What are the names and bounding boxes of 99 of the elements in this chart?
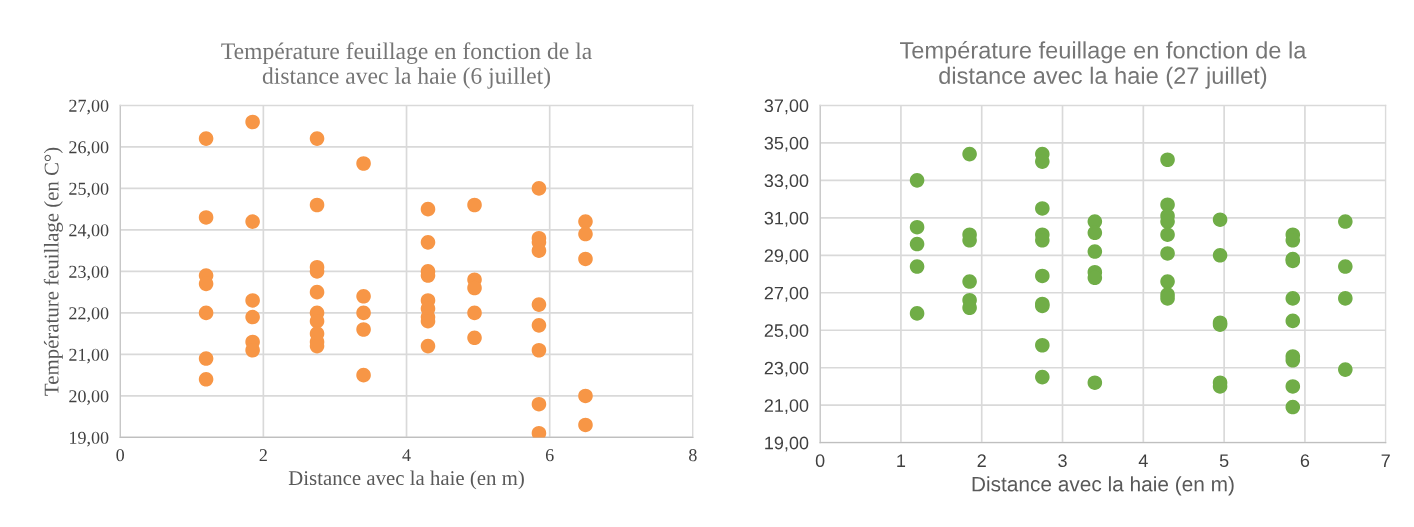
point	[531, 297, 547, 312]
point	[531, 396, 547, 412]
point	[420, 235, 436, 250]
point	[1160, 152, 1175, 168]
y-tick-label: 19,00	[70, 431, 109, 447]
x-tick-label: 2	[259, 449, 267, 462]
point	[1035, 201, 1050, 216]
point	[198, 351, 214, 366]
point	[909, 219, 925, 235]
y-axis-title: Température feuillage (en C°)	[43, 147, 63, 396]
point	[309, 284, 325, 300]
x-tick-label: 6	[545, 449, 554, 462]
point	[1285, 379, 1301, 394]
y-tick-label: 29,00	[764, 249, 809, 265]
y-tick-label: 23,00	[764, 361, 809, 377]
point	[467, 197, 482, 213]
x-tick-label: 7	[1381, 454, 1390, 467]
point	[420, 338, 436, 354]
x-tick-label: 4	[1138, 454, 1148, 467]
point	[1160, 274, 1175, 289]
x-axis-title: Distance avec la haie (en m)	[288, 470, 524, 490]
point	[531, 318, 547, 333]
x-tick-label: 8	[689, 449, 697, 462]
point	[198, 210, 214, 225]
y-tick-label: 35,00	[764, 136, 809, 152]
point	[245, 309, 260, 325]
point	[962, 274, 977, 289]
point	[198, 372, 214, 387]
point	[1338, 362, 1353, 377]
point	[909, 259, 925, 274]
point	[1285, 399, 1301, 415]
x-tick-label: 1	[897, 454, 906, 467]
point	[578, 251, 593, 267]
point	[1160, 246, 1175, 261]
point	[531, 342, 547, 358]
y-tick-label: 25,00	[764, 324, 809, 340]
x-tick-label: 4	[402, 449, 411, 462]
point	[578, 388, 593, 404]
point	[909, 306, 925, 321]
point	[245, 114, 260, 130]
y-tick-label: 31,00	[764, 211, 809, 227]
point	[309, 197, 325, 213]
point	[1087, 225, 1103, 241]
x-tick-label: 2	[977, 454, 986, 467]
y-tick-label: 37,00	[764, 99, 809, 115]
point	[531, 425, 547, 438]
y-tick-label: 24,00	[69, 224, 109, 239]
x-tick-label: 3	[1058, 454, 1067, 468]
point	[356, 289, 371, 304]
point	[309, 131, 325, 146]
point	[578, 214, 593, 229]
x-tick-label: 0	[815, 454, 825, 468]
y-tick-label: 25,00	[69, 182, 109, 198]
chart-title: Température feuillage en fonction de la distance avec la haie (6 juillet)	[221, 42, 592, 89]
point	[578, 226, 593, 242]
y-tick-label: 20,00	[69, 390, 109, 405]
x-tick-label: 5	[1219, 454, 1229, 468]
point	[356, 367, 371, 383]
y-tick-label: 21,00	[764, 399, 809, 415]
point	[356, 305, 371, 321]
point	[420, 201, 436, 217]
x-tick-label: 6	[1300, 454, 1310, 468]
point	[1338, 259, 1353, 274]
point	[909, 236, 925, 252]
y-tick-label: 19,00	[765, 436, 809, 452]
point	[1285, 291, 1301, 306]
y-tick-label: 22,00	[69, 307, 109, 322]
y-tick-label: 23,00	[69, 265, 109, 281]
point	[1338, 214, 1353, 229]
point	[578, 417, 593, 433]
point	[467, 305, 482, 321]
point	[198, 305, 214, 321]
point	[909, 173, 925, 188]
point	[1285, 313, 1301, 329]
point	[1035, 369, 1050, 385]
point	[245, 293, 260, 308]
chart-title: Température feuillage en fonction de la distance avec la haie (27 juillet)	[900, 41, 1307, 89]
point	[1087, 375, 1103, 390]
y-tick-label: 21,00	[69, 348, 109, 364]
y-tick-label: 33,00	[764, 174, 809, 190]
point	[1338, 291, 1353, 306]
point	[1035, 268, 1050, 284]
point	[1087, 244, 1103, 259]
point	[245, 214, 260, 229]
point	[1212, 248, 1228, 263]
point	[1160, 227, 1175, 242]
point	[1212, 212, 1228, 227]
point	[531, 181, 547, 196]
y-tick-label: 26,00	[69, 141, 109, 156]
point	[1035, 337, 1050, 353]
x-tick-label: 0	[116, 449, 125, 462]
point	[198, 131, 214, 146]
y-tick-label: 27,00	[69, 99, 109, 115]
point	[356, 156, 371, 171]
point	[356, 322, 371, 337]
point	[467, 330, 482, 346]
x-axis-title: Distance avec la haie (en m)	[972, 476, 1234, 496]
y-tick-label: 27,00	[764, 286, 809, 302]
point	[962, 146, 977, 162]
